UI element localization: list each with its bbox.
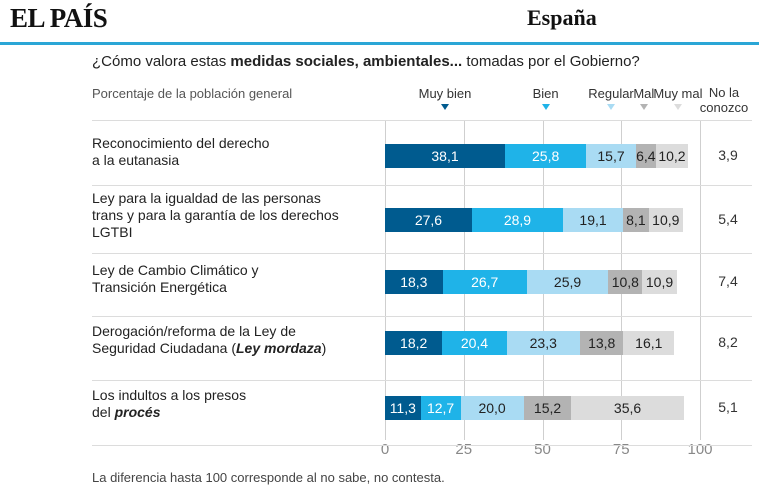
legend-label-bien: Bien xyxy=(532,86,559,101)
legend-label-muy-mal: Muy mal xyxy=(653,86,703,101)
x-tick-label: 50 xyxy=(534,441,551,458)
question-bold: medidas sociales, ambientales... xyxy=(230,53,463,70)
x-tick-label: 25 xyxy=(455,441,473,458)
gridline xyxy=(700,120,701,440)
category-label: Derogación/reforma de la Ley de Seguridad… xyxy=(92,323,327,356)
no-la-conozco-value: 7,4 xyxy=(718,273,738,289)
row-separator xyxy=(92,120,752,121)
bar-segment-regular: 19,1 xyxy=(562,208,624,232)
no-la-conozco-value: 3,9 xyxy=(718,147,738,163)
legend-marker-muy-mal xyxy=(673,104,682,110)
bar-segment-muy-bien: 27,6 xyxy=(385,208,472,232)
category-label: Ley para la igualdad de las personas tran… xyxy=(92,190,339,240)
row-separator xyxy=(92,380,752,381)
legend-label-regular: Regular xyxy=(588,86,634,101)
bar-segment-mal: 15,2 xyxy=(523,396,572,420)
category-label: Reconocimiento del derecho a la eutanasia xyxy=(92,135,270,168)
bar-segment-bien: 26,7 xyxy=(442,270,527,294)
x-tick-label: 100 xyxy=(687,441,713,458)
x-tick-label: 0 xyxy=(380,441,390,458)
question-plain: ¿Cómo valora estas xyxy=(92,53,231,70)
bar-segment-muy-bien: 38,1 xyxy=(385,144,505,168)
masthead: EL PAÍS España xyxy=(0,0,759,45)
bar-segment-regular: 23,3 xyxy=(506,331,580,355)
legend-label-mal: Mal xyxy=(633,86,655,101)
bar-segment-regular: 25,9 xyxy=(526,270,609,294)
chart-footnote: La diferencia hasta 100 corresponde al n… xyxy=(92,470,445,485)
bar-segment-muy-mal: 35,6 xyxy=(571,396,684,420)
no-la-conozco-value: 5,4 xyxy=(718,211,738,227)
row-separator xyxy=(92,253,752,254)
bar-segment-mal: 6,4 xyxy=(635,144,656,168)
bar-segment-muy-mal: 16,1 xyxy=(623,331,675,355)
legend-marker-muy-bien xyxy=(441,104,449,110)
bar-segment-muy-mal: 10,2 xyxy=(655,144,689,168)
legend-marker-mal xyxy=(639,104,648,110)
no-la-conozco-value: 8,2 xyxy=(718,334,738,350)
question-tail: tomadas por el Gobierno? xyxy=(462,53,640,70)
row-separator xyxy=(92,445,752,446)
bar-segment-bien: 28,9 xyxy=(471,208,563,232)
bar-segment-muy-bien: 18,3 xyxy=(385,270,443,294)
category-label: Ley de Cambio Climático y Transición Ener… xyxy=(92,262,259,295)
bar-segment-bien: 12,7 xyxy=(420,396,461,420)
bar-segment-regular: 20,0 xyxy=(460,396,524,420)
section-title[interactable]: España xyxy=(527,5,597,30)
bar-segment-bien: 25,8 xyxy=(505,144,587,168)
legend-marker-regular xyxy=(607,104,615,110)
category-label: Los indultos a los presos del procés xyxy=(92,387,247,420)
row-separator xyxy=(92,185,752,186)
bar-segment-mal: 13,8 xyxy=(579,331,624,355)
legend-label-muy-bien: Muy bien xyxy=(418,86,472,101)
bar-segment-bien: 20,4 xyxy=(442,331,507,355)
chart-question: ¿Cómo valora estas medidas sociales, amb… xyxy=(92,53,640,70)
el-pais-logo[interactable]: EL PAÍS xyxy=(10,3,108,33)
bar-segment-mal: 8,1 xyxy=(623,208,649,232)
legend-marker-bien xyxy=(541,104,550,110)
no-la-conozco-value: 5,1 xyxy=(718,399,738,415)
bar-segment-muy-bien: 18,2 xyxy=(385,331,443,355)
bar-segment-mal: 10,8 xyxy=(608,270,643,294)
no-la-conozco-header: No la conozco xyxy=(699,85,749,115)
bar-segment-muy-mal: 10,9 xyxy=(642,270,677,294)
chart-subtitle: Porcentaje de la población general xyxy=(92,86,293,101)
bar-segment-regular: 15,7 xyxy=(586,144,636,168)
bar-segment-muy-bien: 11,3 xyxy=(385,396,421,420)
x-tick-label: 75 xyxy=(612,441,630,458)
header-rule xyxy=(0,42,759,45)
row-separator xyxy=(92,316,752,317)
bar-segment-muy-mal: 10,9 xyxy=(648,208,683,232)
